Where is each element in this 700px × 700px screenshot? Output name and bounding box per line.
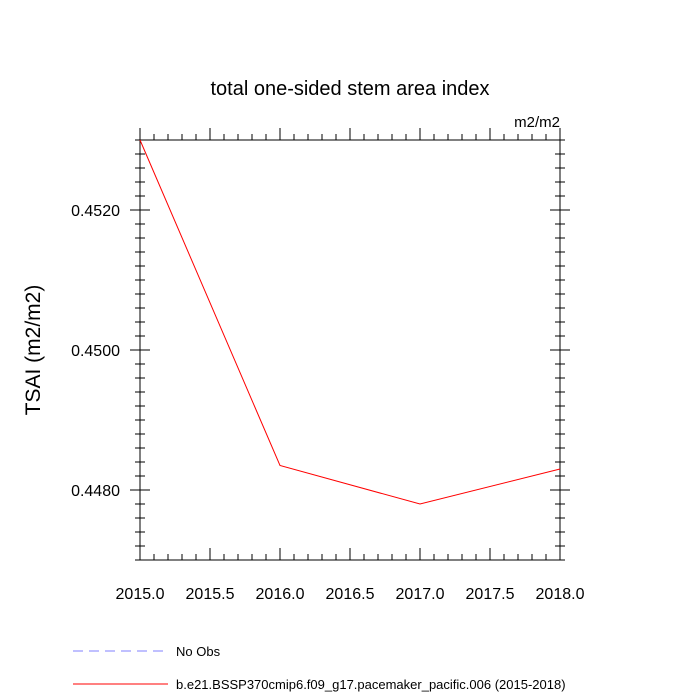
units-label: m2/m2 <box>514 114 560 131</box>
x-tick-label: 2018.0 <box>536 586 585 603</box>
x-tick-label: 2017.5 <box>466 586 515 603</box>
y-tick-label: 0.4500 <box>71 343 120 360</box>
legend-label: No Obs <box>176 644 221 659</box>
x-tick-label: 2015.0 <box>116 586 165 603</box>
legend: No Obs b.e21.BSSP370cmip6.f09_g17.pacemak… <box>73 644 566 692</box>
plot-frame <box>139 139 561 561</box>
plot-area: 2015.0 2015.5 2016.0 2016.5 2017.0 2017.5 2018… <box>71 128 585 603</box>
x-tick-label: 2016.0 <box>256 586 305 603</box>
x-tick-label: 2017.0 <box>396 586 445 603</box>
x-tick-label: 2016.5 <box>326 586 375 603</box>
y-axis-label: TSAI (m2/m2) <box>22 285 45 416</box>
x-tick-label: 2015.5 <box>186 586 235 603</box>
legend-label: b.e21.BSSP370cmip6.f09_g17.pacemaker_pac… <box>176 677 566 692</box>
y-tick-label: 0.4480 <box>71 483 120 500</box>
chart-title: total one-sided stem area index <box>210 78 489 100</box>
series-line <box>139 139 561 505</box>
y-tick-label: 0.4520 <box>71 203 120 220</box>
